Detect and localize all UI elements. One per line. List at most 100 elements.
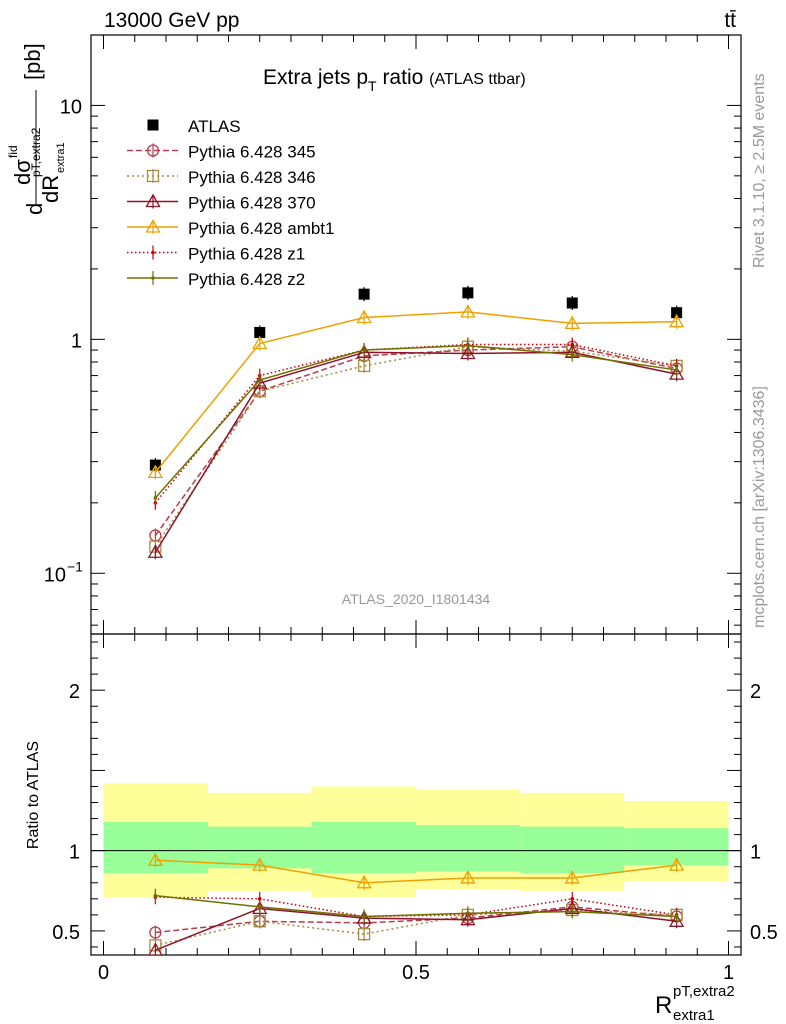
band-green-4: [520, 826, 625, 874]
ratio-series: [147, 852, 685, 955]
ratio-series-3-line: [155, 859, 677, 884]
x-ticklabel-0: 0: [98, 962, 109, 984]
main-series-3: [147, 344, 685, 560]
process-label: tt̄: [724, 9, 736, 32]
legend-item-3: Pythia 6.428 370: [127, 194, 316, 213]
main-series-3-point-0: [147, 544, 163, 558]
main-series-6-point-3: [466, 343, 470, 348]
legend-marker-2: [146, 169, 160, 183]
main-series-2: [149, 339, 683, 554]
main-series-4-point-5: [669, 313, 685, 328]
xlabel-sub: extra1: [673, 1007, 715, 1024]
ratio-series-4-point-1: [257, 897, 262, 901]
ratio-series-3-point-4: [564, 870, 580, 884]
title-sub: T: [368, 78, 377, 94]
legend-label-0: ATLAS: [188, 117, 241, 136]
main-series-0-point-2: [358, 288, 370, 300]
main-y-ticks: [91, 34, 741, 626]
main-series-4-point-3: [460, 304, 476, 318]
ratio-y-ticks: [91, 641, 741, 948]
mcplots-label: mcplots.cern.ch [arXiv:1306.3436]: [751, 386, 768, 628]
legend: ATLAS Pythia 6.428 345 Pythia 6.428 346 Pyt…: [127, 117, 334, 289]
ylabel-d: d: [22, 203, 47, 215]
main-series: [147, 285, 685, 560]
main-series-3-point-1: [252, 375, 268, 389]
main-series-1: [149, 339, 683, 543]
main-series-6: [153, 338, 679, 505]
ratio-series-5: [153, 888, 679, 924]
main-series-5-point-4: [570, 342, 575, 347]
legend-item-0: ATLAS: [147, 117, 241, 136]
ratio-series-5-point-4: [570, 909, 575, 914]
ratio-ticklabel-right-1: 1: [750, 842, 761, 864]
y-ticklabel-exp: −1: [67, 558, 83, 574]
legend-label-6: Pythia 6.428 z2: [188, 270, 305, 289]
main-series-4-point-1: [252, 335, 268, 350]
ratio-ticklabel-0.5: 0.5: [52, 922, 80, 944]
ratio-series-0-line: [155, 906, 677, 934]
energy-label: 13000 GeV pp: [104, 9, 239, 32]
ratio-series-5-point-2: [362, 914, 366, 919]
ratio-series-4-point-4: [570, 897, 575, 901]
y-ticklabel-10: 10: [60, 96, 82, 118]
main-series-2-line: [154, 345, 677, 548]
legend-marker-5: [151, 250, 155, 255]
ratio-series-5-point-3: [466, 911, 470, 916]
ratio-ylabel: Ratio to ATLAS: [25, 741, 42, 849]
main-series-0-point-3: [462, 287, 474, 299]
ylabel-dR-sub: extra1: [55, 142, 67, 173]
legend-item-5: Pythia 6.428 z1: [127, 245, 305, 264]
main-series-6-point-2: [362, 348, 366, 352]
ratio-series-2-point-3: [460, 911, 476, 926]
ratio-ticklabel-right-0.5: 0.5: [750, 922, 778, 944]
legend-label-2: Pythia 6.428 346: [188, 168, 316, 187]
legend-label-4: Pythia 6.428 ambt1: [188, 219, 334, 238]
ratio-series-2-line: [155, 907, 677, 951]
ratio-series-3-point-3: [460, 870, 476, 884]
rivet-label: Rivet 3.1.10, ≥ 2.5M events: [751, 73, 768, 268]
ratio-ticklabel-right-2: 2: [750, 681, 761, 703]
y-ticklabel-0.1: 10: [44, 564, 66, 586]
chart-title: Extra jets pT ratio (ATLAS ttbar): [263, 66, 526, 94]
ratio-series-3-point-0: [147, 852, 163, 866]
ratio-ticklabel-1: 1: [69, 842, 80, 864]
main-series-4: [147, 304, 685, 480]
ratio-ticklabel-2: 2: [69, 681, 80, 703]
main-series-0-point-1: [254, 326, 266, 338]
legend-label-5: Pythia 6.428 z1: [188, 245, 305, 264]
y-ticklabel-1: 1: [71, 330, 82, 352]
ylabel-dR: dR: [38, 175, 63, 203]
ratio-series-5-point-0: [153, 893, 158, 898]
legend-marker-3: [145, 193, 161, 208]
legend-marker-6: [151, 276, 155, 280]
ratio-series-3-point-2: [356, 874, 372, 889]
ylabel-dsigma: dσ: [10, 159, 35, 185]
main-series-6-point-1: [257, 378, 262, 382]
title-rest: ratio: [377, 66, 430, 89]
ylabel-fid: fid: [6, 145, 20, 158]
xlabel-sup: pT,extra2: [673, 983, 735, 1000]
legend-marker-4: [145, 219, 161, 233]
ratio-series-5-point-1: [257, 905, 262, 909]
main-series-2-point-2: [357, 359, 371, 373]
analysis-id: ATLAS_2020_I1801434: [342, 591, 491, 607]
band-green-3: [416, 824, 521, 872]
legend-marker-0: [147, 119, 159, 131]
ratio-series-5-point-5: [674, 914, 679, 919]
ratio-series-5-line: [155, 894, 677, 918]
main-series-0-point-5: [671, 307, 683, 319]
title-main: Extra jets p: [263, 66, 368, 89]
legend-item-4: Pythia 6.428 ambt1: [127, 219, 334, 238]
main-series-5: [153, 337, 679, 510]
main-series-6-point-0: [153, 496, 158, 500]
xlabel-main: R: [655, 992, 672, 1019]
main-series-0-point-4: [566, 297, 578, 309]
main-series-4-point-2: [356, 309, 372, 324]
main-series-3-point-5: [669, 366, 685, 380]
band-green-2: [311, 821, 416, 874]
legend-item-6: Pythia 6.428 z2: [127, 270, 305, 289]
main-series-0: [149, 285, 683, 473]
ratio-series-1-line: [155, 909, 677, 947]
